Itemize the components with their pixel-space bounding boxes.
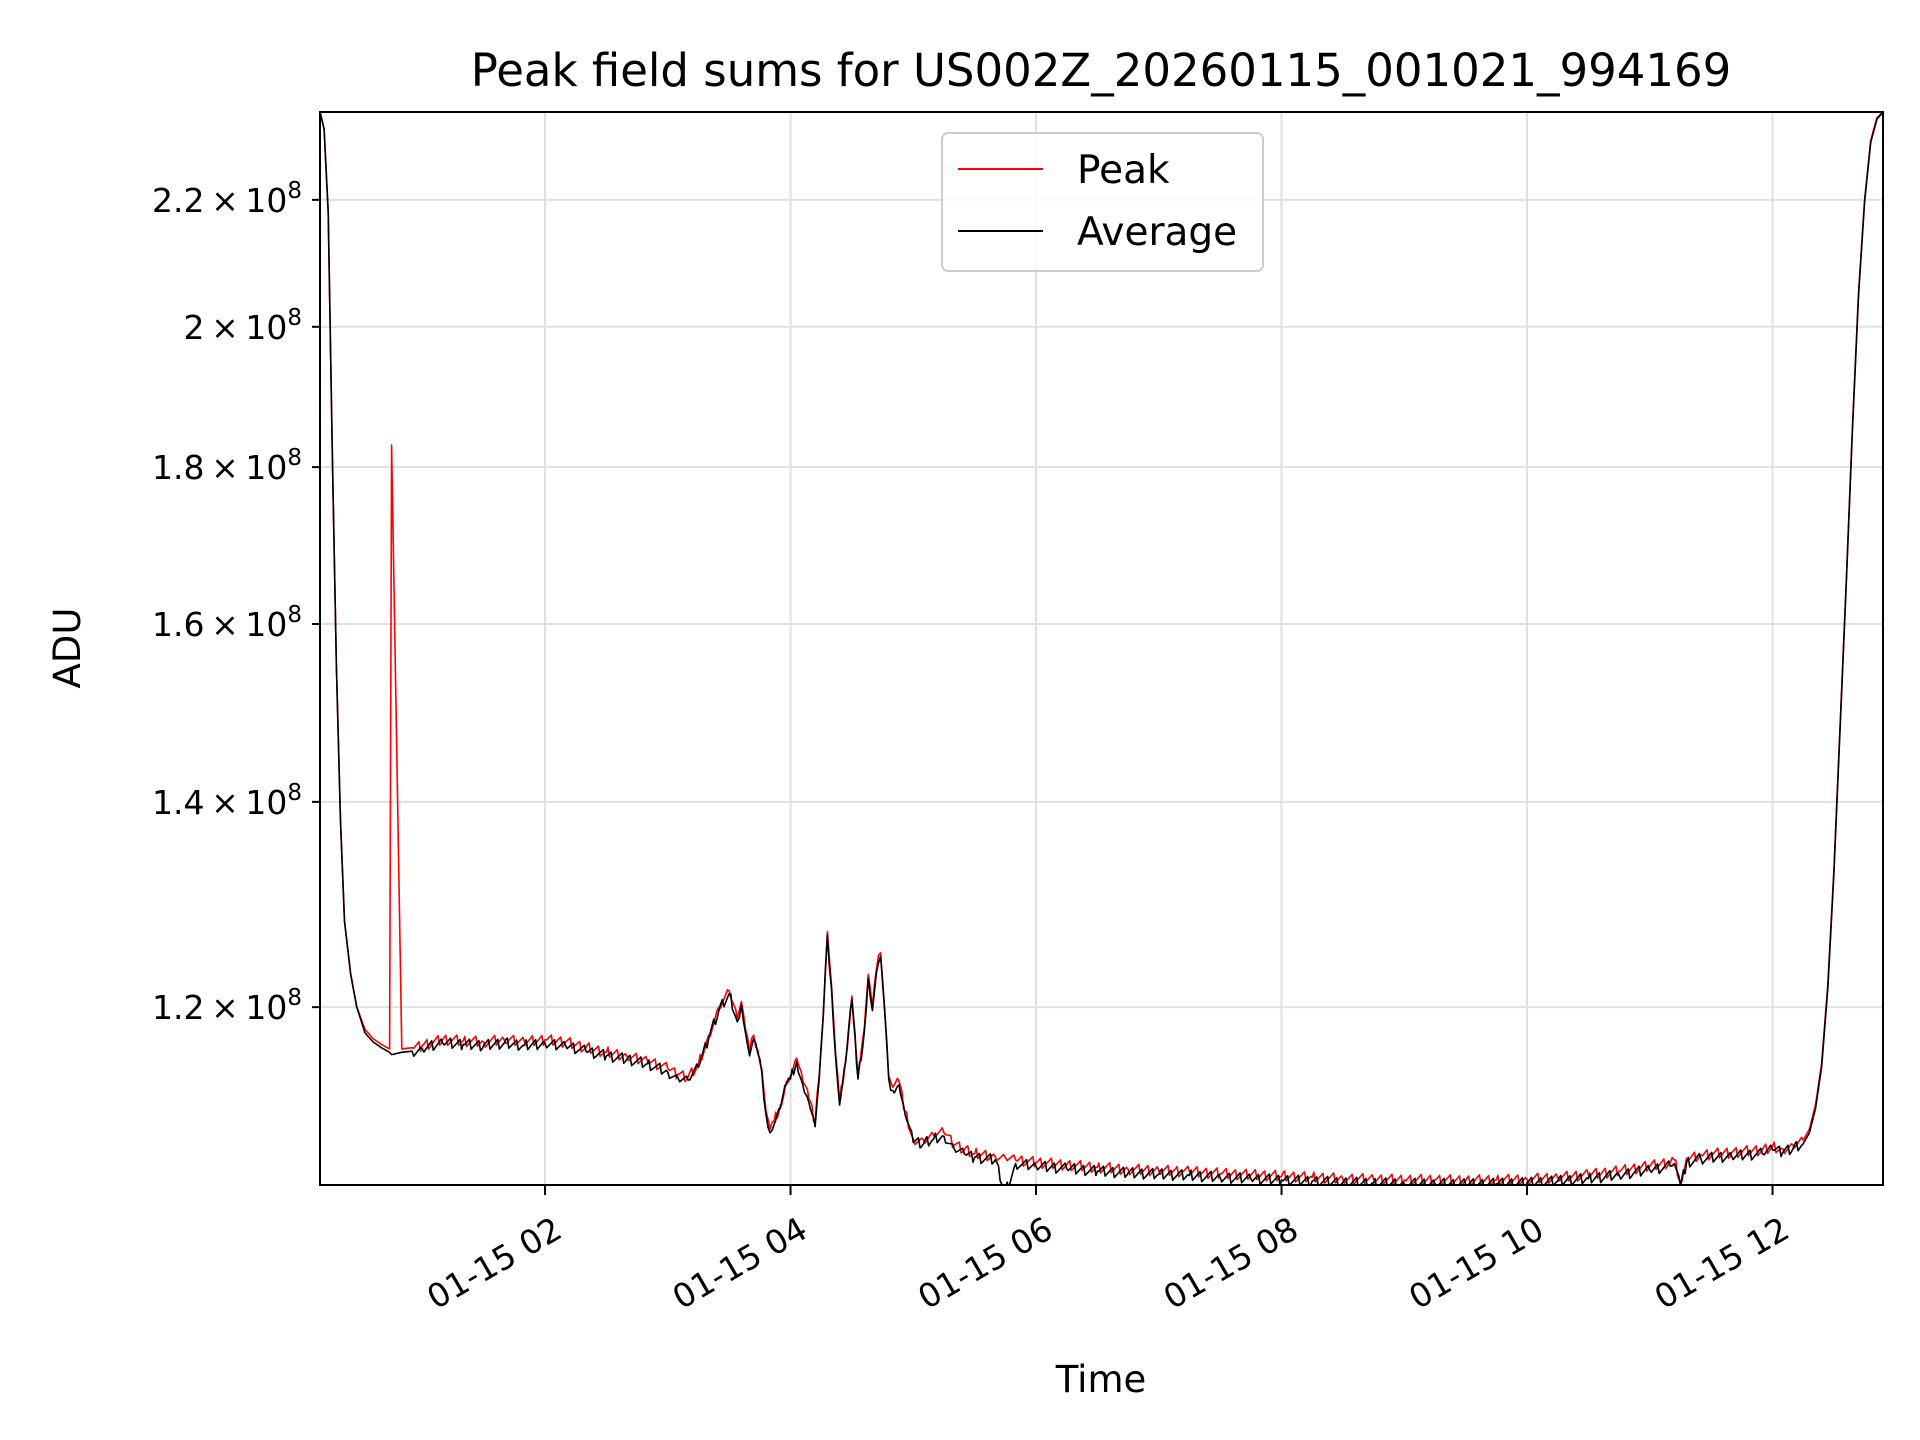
x-axis-label: Time bbox=[1055, 1358, 1147, 1401]
legend-box bbox=[941, 132, 1264, 272]
y-axis-label: ADU bbox=[46, 608, 89, 689]
y-tick-label: 2 × 108 bbox=[184, 305, 302, 347]
legend-label-peak: Peak bbox=[1077, 148, 1170, 193]
y-tick-label: 1.8 × 108 bbox=[152, 445, 302, 487]
chart-title: Peak field sums for US002Z_20260115_0010… bbox=[471, 44, 1732, 97]
y-tick-label: 1.6 × 108 bbox=[152, 602, 302, 644]
series-line-average bbox=[320, 112, 1883, 1185]
legend: Peak Average bbox=[941, 132, 1264, 272]
series-layer bbox=[320, 112, 1883, 1185]
y-tick-label: 1.4 × 108 bbox=[152, 780, 302, 822]
grid bbox=[320, 112, 1883, 1185]
legend-label-average: Average bbox=[1077, 210, 1237, 255]
y-axis: 1.2 × 108 1.4 × 108 1.6 × 108 1.8 × 108 2 × … bbox=[152, 178, 320, 1027]
y-tick-label: 2.2 × 108 bbox=[152, 178, 302, 220]
y-tick-label: 1.2 × 108 bbox=[152, 985, 302, 1027]
plot-frame bbox=[319, 111, 1884, 1186]
series-line-peak bbox=[320, 112, 1883, 1185]
